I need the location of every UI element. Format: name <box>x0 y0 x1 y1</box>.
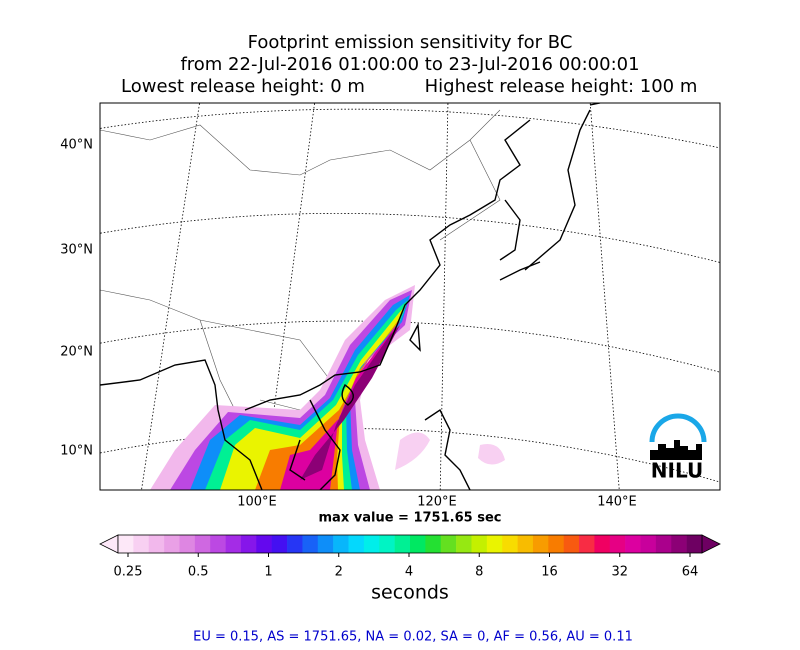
colorbar-swatch <box>164 535 180 553</box>
logo: NILU <box>649 413 707 483</box>
colorbar-swatch <box>287 535 303 553</box>
colorbar-frame <box>117 534 703 554</box>
colorbar-swatch <box>333 535 349 553</box>
lon-label: 100°E <box>237 495 277 510</box>
colorbar-swatch <box>410 535 426 553</box>
map <box>100 103 720 490</box>
colorbar-swatch <box>348 535 365 553</box>
colorbar-swatch <box>640 535 657 553</box>
colorbar-swatch <box>532 535 549 553</box>
colorbar-tick-label: 8 <box>475 565 483 580</box>
footer-stats: EU = 0.15, AS = 1751.65, NA = 0.02, SA =… <box>193 630 633 645</box>
colorbar-swatch <box>548 535 564 553</box>
colorbar-tick-label: 0.25 <box>114 565 143 580</box>
lat-label: 20°N <box>60 345 93 360</box>
coastlines <box>100 103 601 490</box>
colorbar-swatch <box>456 535 472 553</box>
colorbar-label: seconds <box>371 582 449 604</box>
lat-label: 10°N <box>60 444 93 459</box>
colorbar-tick-label: 2 <box>335 565 343 580</box>
colorbar-swatch <box>394 535 411 553</box>
colorbar-swatch <box>671 535 687 553</box>
colorbar-tick-label: 0.5 <box>188 565 209 580</box>
lon-label: 140°E <box>597 495 637 510</box>
colorbar-tick-label: 4 <box>405 565 413 580</box>
colorbar-swatch <box>118 535 134 553</box>
borders <box>100 109 501 441</box>
colorbar-tick-label: 32 <box>611 565 628 580</box>
colorbar-swatch <box>271 535 288 553</box>
colorbar-swatch <box>240 535 257 553</box>
colorbar-extend <box>99 534 119 554</box>
colorbar: 0.25 0.5 1 2 4 8 16 32 64 <box>99 534 721 580</box>
colorbar-swatch <box>579 535 595 553</box>
colorbar-swatch <box>625 535 641 553</box>
colorbar-swatch <box>563 535 580 553</box>
colorbar-swatch <box>686 535 703 553</box>
colorbar-swatch <box>210 535 226 553</box>
title-line: from 22-Jul-2016 01:00:00 to 23-Jul-2016… <box>180 54 639 75</box>
lon-label: 120°E <box>417 495 457 510</box>
colorbar-swatch <box>363 535 380 553</box>
colorbar-swatch <box>471 535 488 553</box>
colorbar-extend <box>701 534 721 554</box>
colorbar-tick-label: 16 <box>541 565 558 580</box>
colorbar-swatch <box>133 535 150 553</box>
title-line: Lowest release height: 0 m <box>121 76 365 97</box>
max-value: max value = 1751.65 sec <box>319 511 502 526</box>
colorbar-swatch <box>317 535 334 553</box>
colorbar-swatch <box>486 535 503 553</box>
map-frame <box>99 102 721 491</box>
colorbar-swatch <box>379 535 395 553</box>
colorbar-swatch <box>302 535 319 553</box>
colorbar-swatch <box>225 535 242 553</box>
colorbar-swatch <box>594 535 611 553</box>
colorbar-swatch <box>194 535 211 553</box>
colorbar-swatch <box>655 535 672 553</box>
colorbar-swatch <box>256 535 272 553</box>
lat-label: 40°N <box>60 138 93 153</box>
colorbar-swatch <box>425 535 442 553</box>
colorbar-tick-label: 64 <box>682 565 699 580</box>
colorbar-tick-label: 1 <box>264 565 272 580</box>
plume <box>150 285 505 490</box>
colorbar-swatch <box>517 535 534 553</box>
logo-text: NILU <box>651 459 703 483</box>
lat-label: 30°N <box>60 243 93 258</box>
colorbar-swatch <box>179 535 196 553</box>
colorbar-swatch <box>502 535 518 553</box>
colorbar-swatch <box>148 535 165 553</box>
colorbar-swatch <box>609 535 626 553</box>
title-line: Highest release height: 100 m <box>425 76 698 97</box>
title-line: Footprint emission sensitivity for BC <box>248 32 573 53</box>
colorbar-swatch <box>440 535 457 553</box>
